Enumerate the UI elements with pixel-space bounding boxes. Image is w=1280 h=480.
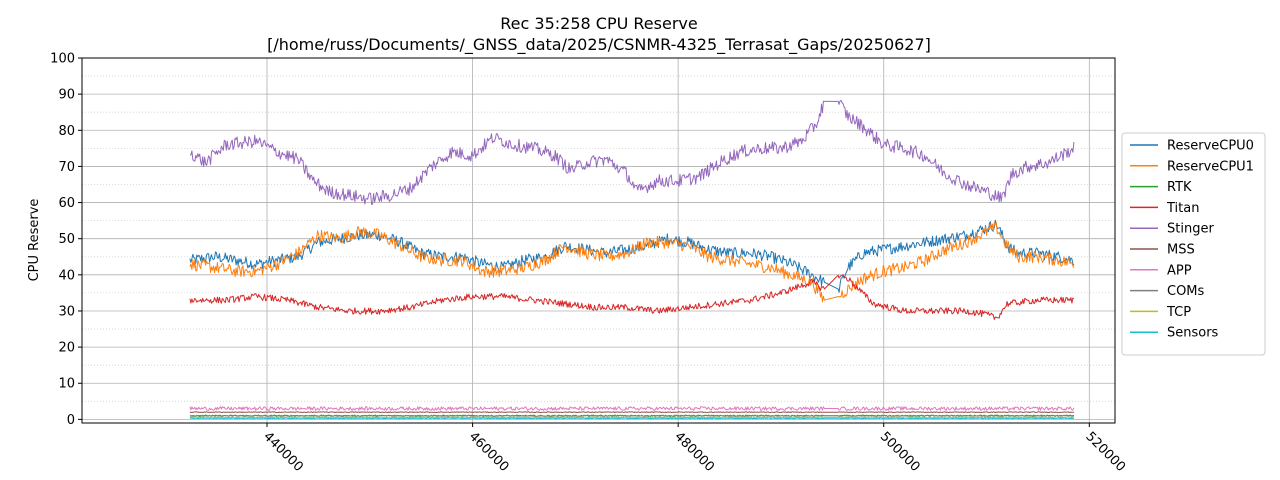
series-line-reservecpu0 <box>189 219 1075 293</box>
series-line-app <box>189 406 1075 411</box>
legend-label-rtk: RTK <box>1167 180 1192 195</box>
y-tick-label: 0 <box>67 413 75 428</box>
y-tick-label: 40 <box>58 268 75 283</box>
series-line-coms <box>189 414 1075 417</box>
y-tick-label: 20 <box>58 341 75 356</box>
y-tick-label: 90 <box>58 88 75 103</box>
y-tick-label: 30 <box>58 304 75 319</box>
legend-label-reservecpu0: ReserveCPU0 <box>1167 139 1254 154</box>
x-tick-label: 440000 <box>260 429 306 475</box>
series-group <box>189 100 1075 420</box>
legend-label-coms: COMs <box>1167 284 1205 299</box>
series-line-stinger <box>189 100 1075 205</box>
series-line-mss <box>189 411 1074 413</box>
x-tick-label: 460000 <box>466 429 512 475</box>
x-tick-label: 500000 <box>877 429 923 475</box>
y-tick-label: 80 <box>58 124 75 139</box>
legend-label-stinger: Stinger <box>1167 222 1214 237</box>
series-line-titan <box>189 274 1075 320</box>
legend: ReserveCPU0 ReserveCPU1 RTK Titan Stinger MSS… <box>1121 132 1266 356</box>
plot-frame <box>81 57 1116 424</box>
legend-label-reservecpu1: ReserveCPU1 <box>1167 159 1254 174</box>
series-line-sensors <box>189 417 1075 420</box>
series-line-reservecpu1 <box>189 221 1075 303</box>
y-tick-label: 50 <box>58 232 75 247</box>
legend-box <box>1121 132 1266 356</box>
y-axis-label: CPU Reserve <box>27 199 42 282</box>
chart-title-line1: Rec 35:258 CPU Reserve <box>500 14 697 33</box>
legend-label-sensors: Sensors <box>1167 326 1219 341</box>
axis-ticks: 0 10 20 30 40 50 60 70 80 90 100 440000 460000 480000… <box>50 52 1128 475</box>
y-tick-label: 60 <box>58 196 75 211</box>
y-tick-label: 70 <box>58 160 75 175</box>
legend-label-app: APP <box>1167 263 1192 278</box>
y-tick-label: 100 <box>50 52 75 67</box>
y-tick-label: 10 <box>58 377 75 392</box>
legend-label-titan: Titan <box>1166 201 1199 216</box>
chart-title-line2: [/home/russ/Documents/_GNSS_data/2025/CS… <box>267 35 931 55</box>
legend-label-tcp: TCP <box>1166 305 1191 320</box>
x-tick-label: 520000 <box>1082 429 1128 475</box>
legend-label-mss: MSS <box>1167 243 1195 258</box>
x-tick-label: 480000 <box>671 429 717 475</box>
